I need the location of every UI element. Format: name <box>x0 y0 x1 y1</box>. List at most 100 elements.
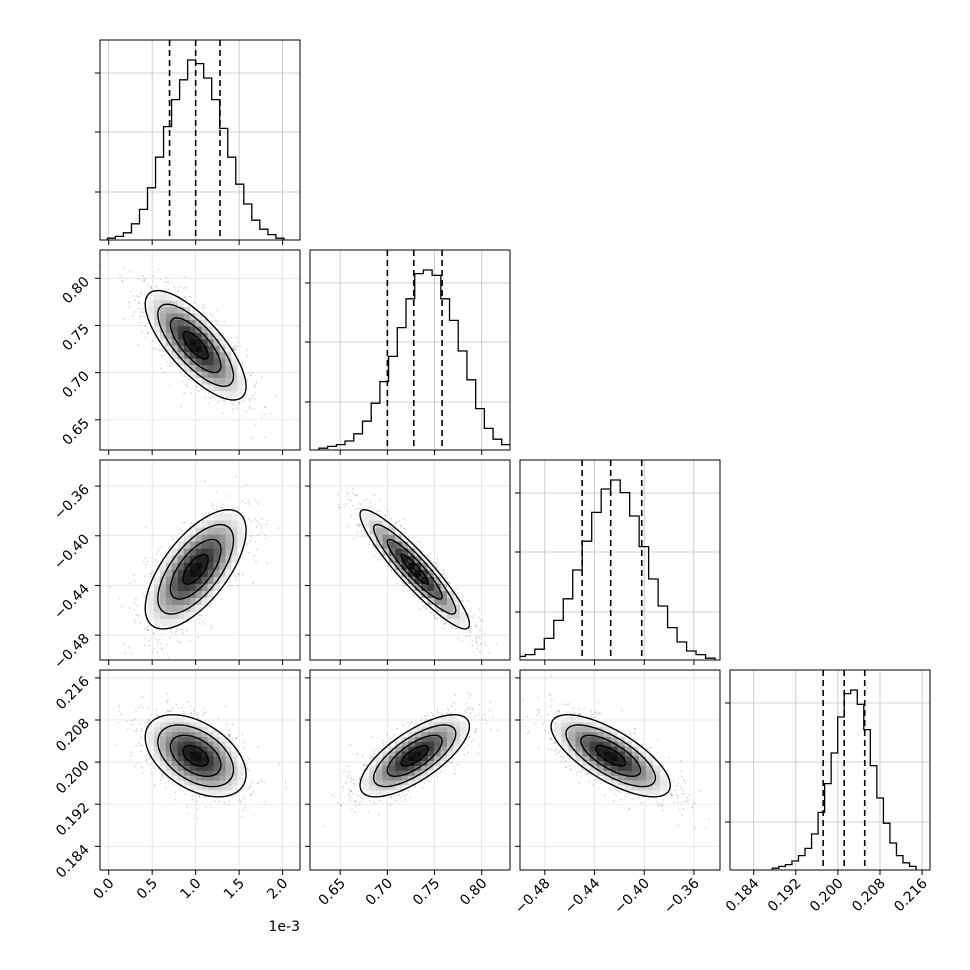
scatter-point <box>169 636 172 639</box>
density-cell <box>207 583 215 591</box>
scatter-point <box>253 384 256 387</box>
scatter-point <box>140 730 142 733</box>
scatter-point <box>144 325 147 328</box>
scatter-point <box>230 336 232 339</box>
scatter-point <box>192 385 195 388</box>
density-cell <box>219 390 226 398</box>
scatter-point <box>441 573 444 576</box>
density-cell <box>401 576 409 584</box>
density-cell <box>207 325 215 333</box>
density-cell <box>183 534 191 542</box>
density-cell <box>165 293 173 301</box>
density-cell <box>408 576 416 584</box>
scatter-point <box>468 630 471 633</box>
panel-1-0: 0.650.700.750.80 <box>59 249 301 455</box>
density-cell <box>171 548 179 556</box>
scatter-point <box>179 372 182 375</box>
scatter-point <box>421 605 424 608</box>
scatter-point <box>191 798 194 801</box>
scatter-point <box>139 621 142 624</box>
density-cell <box>362 519 370 528</box>
scatter-point <box>254 391 257 394</box>
scatter-point <box>195 384 198 387</box>
density-cell <box>201 364 209 372</box>
scatter-point <box>228 584 231 587</box>
density-cell <box>147 618 155 627</box>
scatter-point <box>181 632 184 634</box>
density-cell <box>421 576 429 584</box>
scatter-point <box>431 612 433 614</box>
density-cell <box>147 319 155 327</box>
density-cell <box>440 611 448 620</box>
density-cell <box>171 562 179 570</box>
density-cell <box>183 345 191 353</box>
y-tick-label: −0.48 <box>51 631 93 673</box>
density-cell <box>171 541 179 549</box>
scatter-point <box>235 579 237 581</box>
density-cell <box>195 562 203 570</box>
scatter-point <box>156 641 159 644</box>
scatter-point <box>471 640 474 642</box>
density-cell <box>213 569 220 577</box>
scatter-point <box>245 484 248 486</box>
scatter-point <box>149 286 152 288</box>
scatter-point <box>154 271 157 273</box>
scatter-point <box>263 534 266 536</box>
panel-frame <box>99 39 301 241</box>
scatter-point <box>266 519 269 522</box>
scatter-point <box>134 621 137 624</box>
scatter-point <box>149 713 152 716</box>
density-cell <box>165 611 173 620</box>
density-cell <box>201 541 209 549</box>
scatter-point <box>134 718 136 721</box>
scatter-point <box>255 525 258 528</box>
scatter-point <box>155 347 158 350</box>
scatter-point <box>133 574 135 577</box>
density-cell <box>434 576 442 584</box>
scatter-point <box>247 372 250 375</box>
scatter-point <box>476 647 479 650</box>
density-cell <box>189 338 197 346</box>
density-cell <box>195 590 203 599</box>
density-cell <box>453 604 461 613</box>
scatter-point <box>241 362 244 365</box>
density-cell <box>427 562 435 570</box>
scatter-point <box>338 506 341 509</box>
density-cell <box>171 306 179 314</box>
density-cell <box>171 312 179 320</box>
density-cell <box>177 351 185 359</box>
density-cell <box>153 293 161 301</box>
density-cell <box>388 527 396 535</box>
density-cell <box>225 569 232 577</box>
contour-line <box>386 538 443 600</box>
density-cell <box>177 583 185 591</box>
scatter-point <box>200 614 203 617</box>
scatter-point <box>384 514 387 516</box>
scatter-point <box>429 612 432 614</box>
scatter-point <box>247 503 250 506</box>
density-cell <box>177 562 185 570</box>
density-cell <box>213 332 220 340</box>
scatter-point <box>185 629 188 632</box>
scatter-point <box>347 525 350 528</box>
scatter-point <box>144 644 146 647</box>
density-cell <box>201 371 209 379</box>
scatter-point <box>347 498 350 501</box>
scatter-point <box>353 494 356 496</box>
density-cell <box>189 345 197 353</box>
scatter-point <box>157 549 160 552</box>
density-cell <box>408 541 416 549</box>
density-cell <box>171 293 179 301</box>
scatter-point <box>263 436 266 439</box>
scatter-point <box>238 573 241 576</box>
density-cell <box>434 590 442 599</box>
scatter-point <box>150 287 153 290</box>
density-cell <box>153 300 161 307</box>
density-cell <box>177 611 185 620</box>
scatter-point <box>216 309 219 312</box>
density-cell <box>213 512 220 521</box>
density-cell <box>147 300 155 307</box>
density-cell <box>414 576 422 584</box>
scatter-point <box>376 510 379 513</box>
density-cell <box>237 371 244 379</box>
